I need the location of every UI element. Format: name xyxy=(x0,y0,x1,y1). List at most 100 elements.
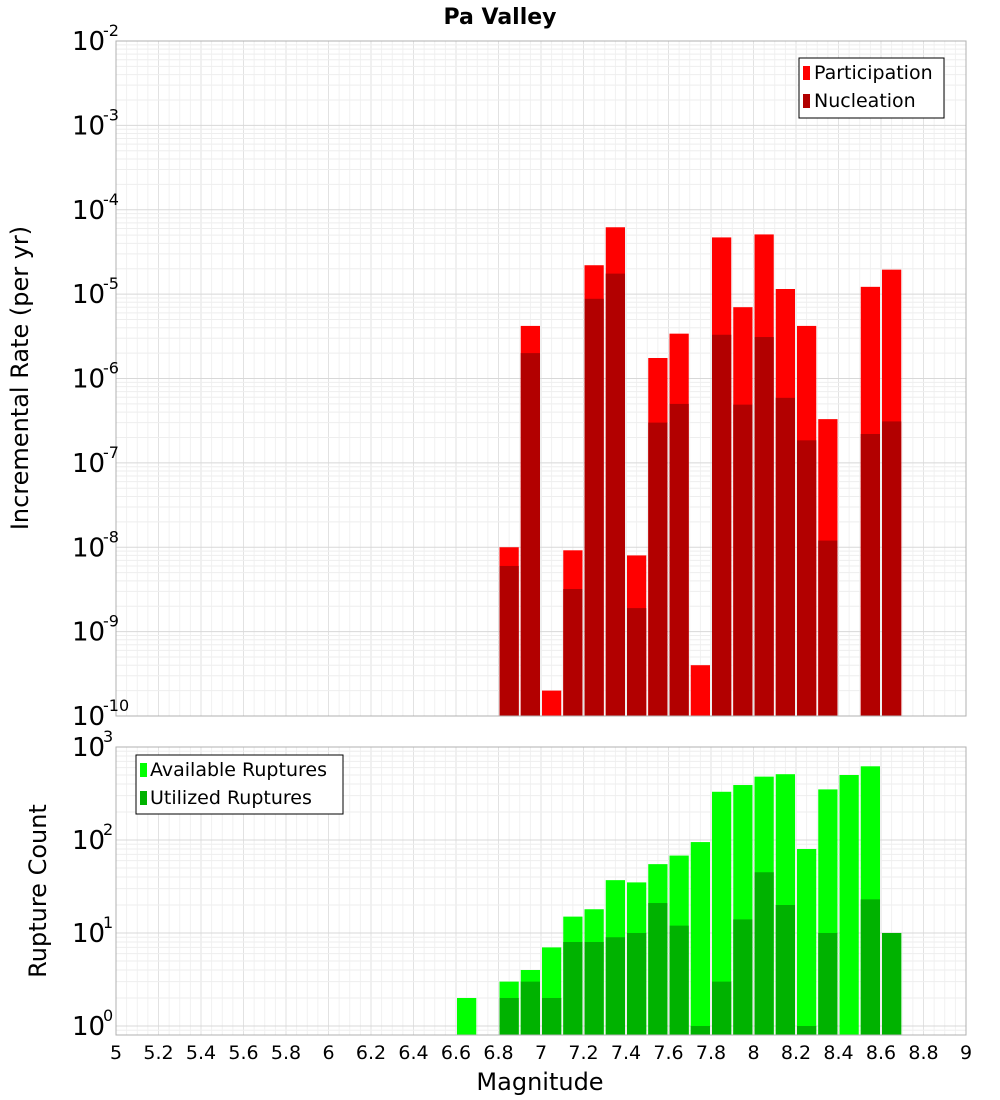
top-y-tick-label: 10 xyxy=(72,618,105,648)
x-tick-label: 8.2 xyxy=(781,1042,811,1064)
nucleation-bar xyxy=(797,440,817,716)
top-y-tick-exponent: -8 xyxy=(103,527,119,546)
x-tick-label: 8.6 xyxy=(866,1042,896,1064)
nucleation-bar xyxy=(860,433,880,716)
x-tick-label: 5.2 xyxy=(143,1042,173,1064)
nucleation-bar xyxy=(499,565,519,716)
legend-swatch-nucleation xyxy=(803,94,810,108)
x-tick-label: 7.8 xyxy=(696,1042,726,1064)
utilized-ruptures-bar xyxy=(669,925,689,1035)
nucleation-bar xyxy=(520,353,540,716)
nucleation-bar xyxy=(584,298,604,716)
nucleation-bar xyxy=(733,404,753,716)
x-tick-label: 5 xyxy=(110,1042,122,1064)
top-y-tick-exponent: -10 xyxy=(103,696,129,715)
legend-label-available: Available Ruptures xyxy=(150,759,327,781)
utilized-ruptures-bar xyxy=(499,997,519,1035)
x-tick-label: 6.8 xyxy=(483,1042,513,1064)
x-tick-label: 7.6 xyxy=(653,1042,683,1064)
available-ruptures-bar xyxy=(839,774,859,1035)
nucleation-bar xyxy=(818,540,838,716)
x-tick-label: 5.8 xyxy=(271,1042,301,1064)
available-ruptures-bar xyxy=(690,842,710,1035)
top-y-tick-label: 10 xyxy=(72,111,105,141)
bottom-y-tick-label: 10 xyxy=(72,919,105,949)
available-ruptures-bar xyxy=(457,997,477,1035)
x-tick-label: 8.8 xyxy=(908,1042,938,1064)
top-y-tick-exponent: -5 xyxy=(103,274,119,293)
nucleation-bar xyxy=(754,337,774,716)
utilized-ruptures-bar xyxy=(860,899,880,1035)
x-axis-label: Magnitude xyxy=(476,1068,603,1096)
x-tick-label: 9 xyxy=(960,1042,972,1064)
utilized-ruptures-bar xyxy=(520,981,540,1035)
x-tick-label: 8 xyxy=(747,1042,759,1064)
top-y-axis-label: Incremental Rate (per yr) xyxy=(6,226,34,530)
utilized-ruptures-bar xyxy=(797,1025,817,1035)
utilized-ruptures-bar xyxy=(627,932,647,1035)
top-y-tick-label: 10 xyxy=(72,449,105,479)
top-plot-frame xyxy=(115,40,967,717)
legend-label-participation: Participation xyxy=(814,62,933,84)
utilized-ruptures-bar xyxy=(542,997,562,1035)
bottom-y-tick-exponent: 1 xyxy=(103,913,113,932)
legend-label-nucleation: Nucleation xyxy=(814,90,916,112)
x-tick-label: 7 xyxy=(535,1042,547,1064)
bottom-y-tick-exponent: 2 xyxy=(103,820,113,839)
legend-label-utilized: Utilized Ruptures xyxy=(150,787,312,809)
top-y-tick-label: 10 xyxy=(72,365,105,395)
bottom-y-tick-label: 10 xyxy=(72,1012,105,1042)
utilized-ruptures-bar xyxy=(584,942,604,1035)
top-y-tick-label: 10 xyxy=(72,533,105,563)
top-grid xyxy=(115,41,967,717)
legend-swatch-participation xyxy=(803,66,810,80)
nucleation-bar xyxy=(627,608,647,716)
top-y-tick-exponent: -4 xyxy=(103,190,119,209)
x-tick-label: 7.2 xyxy=(568,1042,598,1064)
utilized-ruptures-bar xyxy=(690,1025,710,1035)
bottom-y-tick-exponent: 3 xyxy=(103,727,113,746)
nucleation-bar xyxy=(648,422,668,716)
bottom-y-tick-label: 10 xyxy=(72,733,105,763)
top-y-tick-exponent: -7 xyxy=(103,443,119,462)
utilized-ruptures-bar xyxy=(605,937,625,1035)
nucleation-bar xyxy=(775,397,795,716)
bottom-legend: Available Ruptures Utilized Ruptures xyxy=(135,754,344,815)
utilized-ruptures-bar xyxy=(775,904,795,1035)
legend-swatch-utilized xyxy=(140,791,147,805)
top-y-tick-label: 10 xyxy=(72,702,105,732)
utilized-ruptures-bar xyxy=(882,932,902,1035)
nucleation-bar xyxy=(563,589,583,716)
top-legend: Participation Nucleation xyxy=(798,57,945,119)
bottom-y-axis-label: Rupture Count xyxy=(24,804,52,978)
chart-title: Pa Valley xyxy=(443,5,556,30)
bottom-bars xyxy=(457,766,902,1035)
x-tick-label: 7.4 xyxy=(611,1042,641,1064)
top-legend-box xyxy=(798,57,945,119)
top-y-tick-label: 10 xyxy=(72,27,105,57)
x-tick-label: 8.4 xyxy=(823,1042,853,1064)
top-bars xyxy=(499,227,902,716)
top-y-tick-exponent: -9 xyxy=(103,612,119,631)
utilized-ruptures-bar xyxy=(712,981,732,1035)
utilized-ruptures-bar xyxy=(818,932,838,1035)
nucleation-bar xyxy=(712,334,732,716)
utilized-ruptures-bar xyxy=(648,903,668,1035)
bottom-legend-box xyxy=(135,754,344,815)
top-y-tick-exponent: -3 xyxy=(103,105,119,124)
bottom-plot-frame xyxy=(115,746,967,1036)
x-tick-label: 6.6 xyxy=(441,1042,471,1064)
available-ruptures-bar xyxy=(712,791,732,1035)
bottom-y-tick-label: 10 xyxy=(72,826,105,856)
utilized-ruptures-bar xyxy=(733,919,753,1035)
x-tick-label: 5.6 xyxy=(228,1042,258,1064)
bottom-y-tick-exponent: 0 xyxy=(103,1006,113,1025)
top-y-tick-label: 10 xyxy=(72,280,105,310)
top-y-tick-exponent: -2 xyxy=(103,21,119,40)
x-tick-label: 6.2 xyxy=(356,1042,386,1064)
top-y-tick-exponent: -6 xyxy=(103,359,119,378)
